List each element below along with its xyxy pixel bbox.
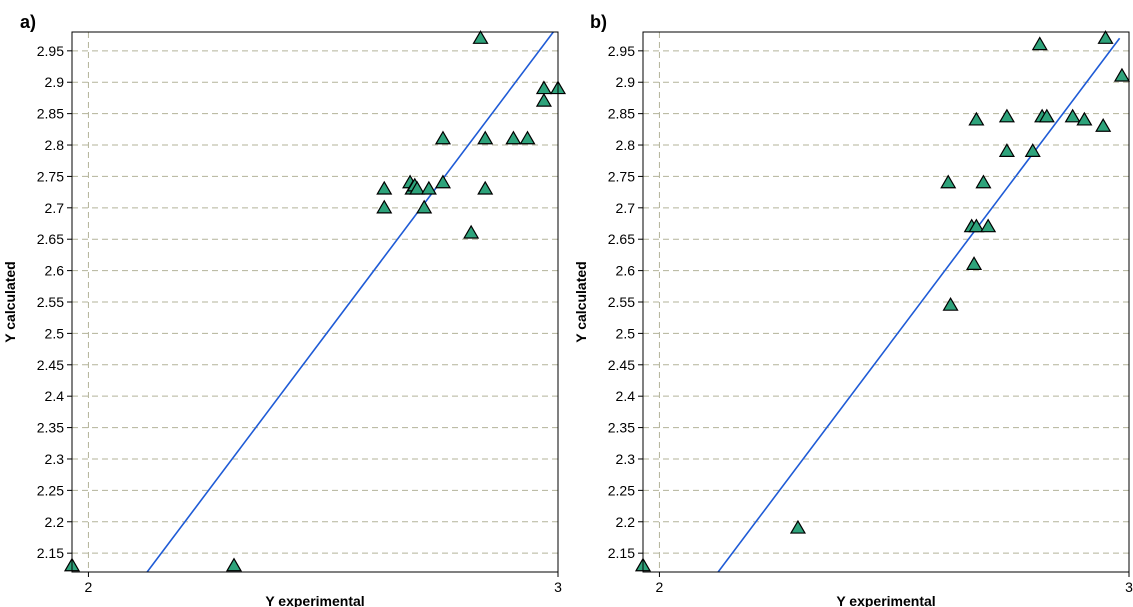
data-point xyxy=(789,519,806,534)
y-tick-label: 2.55 xyxy=(608,294,635,310)
data-point xyxy=(980,218,997,233)
data-point xyxy=(477,130,494,145)
data-point xyxy=(463,224,480,239)
y-tick-label: 2.6 xyxy=(616,263,636,279)
data-point xyxy=(376,199,393,214)
plot-frame xyxy=(642,31,1130,573)
data-point xyxy=(966,256,983,270)
x-tick-label: 2 xyxy=(85,579,93,595)
data-point xyxy=(942,296,959,311)
y-tick-label: 2.6 xyxy=(45,263,65,279)
data-point xyxy=(1038,108,1055,123)
data-point xyxy=(975,174,992,189)
data-point xyxy=(434,174,451,189)
y-tick-label: 2.45 xyxy=(37,357,64,373)
data-point xyxy=(409,180,426,195)
y-tick-label: 2.5 xyxy=(45,325,65,341)
data-point xyxy=(1064,108,1081,123)
data-point xyxy=(416,199,433,214)
data-point xyxy=(434,130,451,145)
y-tick-label: 2.45 xyxy=(608,357,635,373)
y-tick-label: 2.75 xyxy=(37,168,64,184)
y-tick-label: 2.85 xyxy=(608,106,635,122)
y-tick-label: 2.2 xyxy=(616,514,636,530)
y-tick-label: 2.3 xyxy=(45,451,65,467)
y-tick-label: 2.4 xyxy=(45,388,65,404)
fit-line xyxy=(146,32,554,572)
data-point xyxy=(998,108,1015,123)
chart-panel: a) 2.15 2.2 2.25 2.3 2.35 2.4 2.45 2.5 2.55 2.6 2.6… xyxy=(2,12,567,607)
y-tick-label: 2.9 xyxy=(616,74,636,90)
data-point xyxy=(519,130,536,145)
y-tick-label: 2.3 xyxy=(616,451,636,467)
data-point xyxy=(1113,67,1130,82)
data-point xyxy=(535,92,552,107)
data-point xyxy=(472,30,489,44)
x-tick-label: 3 xyxy=(554,579,562,595)
data-point xyxy=(968,218,985,233)
y-tick-label: 2.25 xyxy=(37,482,64,498)
y-tick-label: 2.85 xyxy=(37,106,64,122)
data-point xyxy=(940,174,957,189)
plot-frame xyxy=(71,31,559,573)
y-tick-label: 2.65 xyxy=(608,231,635,247)
data-point xyxy=(376,180,393,195)
data-point xyxy=(1097,30,1114,44)
y-tick-label: 2.95 xyxy=(608,43,635,59)
data-point xyxy=(1095,117,1112,132)
y-tick-label: 2.7 xyxy=(616,200,636,216)
data-point xyxy=(1031,36,1048,51)
y-tick-label: 2.7 xyxy=(45,200,65,216)
y-tick-label: 2.4 xyxy=(616,388,636,404)
data-point xyxy=(505,130,522,145)
panel-label: a) xyxy=(20,12,36,32)
y-tick-label: 2.35 xyxy=(37,420,64,436)
y-tick-label: 2.2 xyxy=(45,514,65,530)
y-tick-label: 2.65 xyxy=(37,231,64,247)
x-axis-title: Y experimental xyxy=(265,593,364,607)
data-point xyxy=(420,180,437,195)
data-point xyxy=(477,180,494,195)
y-tick-label: 2.15 xyxy=(37,545,64,561)
y-tick-label: 2.25 xyxy=(608,482,635,498)
data-point xyxy=(1024,143,1041,157)
y-tick-label: 2.55 xyxy=(37,294,64,310)
data-point xyxy=(535,80,552,95)
chart-panel: b) 2.15 2.2 2.25 2.3 2.35 2.4 2.45 2.5 2.55 2.6 2.6… xyxy=(573,12,1133,607)
x-tick-label: 3 xyxy=(1125,579,1133,595)
data-point xyxy=(225,557,243,572)
y-tick-label: 2.95 xyxy=(37,43,64,59)
y-tick-label: 2.8 xyxy=(616,137,636,153)
data-point xyxy=(998,143,1015,157)
y-tick-label: 2.9 xyxy=(45,74,65,90)
y-tick-label: 2.15 xyxy=(608,545,635,561)
y-tick-label: 2.8 xyxy=(45,137,65,153)
fit-line xyxy=(717,37,1121,572)
data-point xyxy=(968,111,985,126)
x-tick-label: 2 xyxy=(656,579,664,595)
y-axis-title: Y calculated xyxy=(573,261,589,342)
y-tick-label: 2.75 xyxy=(608,168,635,184)
x-axis-title: Y experimental xyxy=(836,593,935,607)
data-point xyxy=(1076,111,1093,126)
y-axis-title: Y calculated xyxy=(2,261,18,342)
y-tick-label: 2.35 xyxy=(608,420,635,436)
y-tick-label: 2.5 xyxy=(616,325,636,341)
panel-label: b) xyxy=(590,12,607,32)
